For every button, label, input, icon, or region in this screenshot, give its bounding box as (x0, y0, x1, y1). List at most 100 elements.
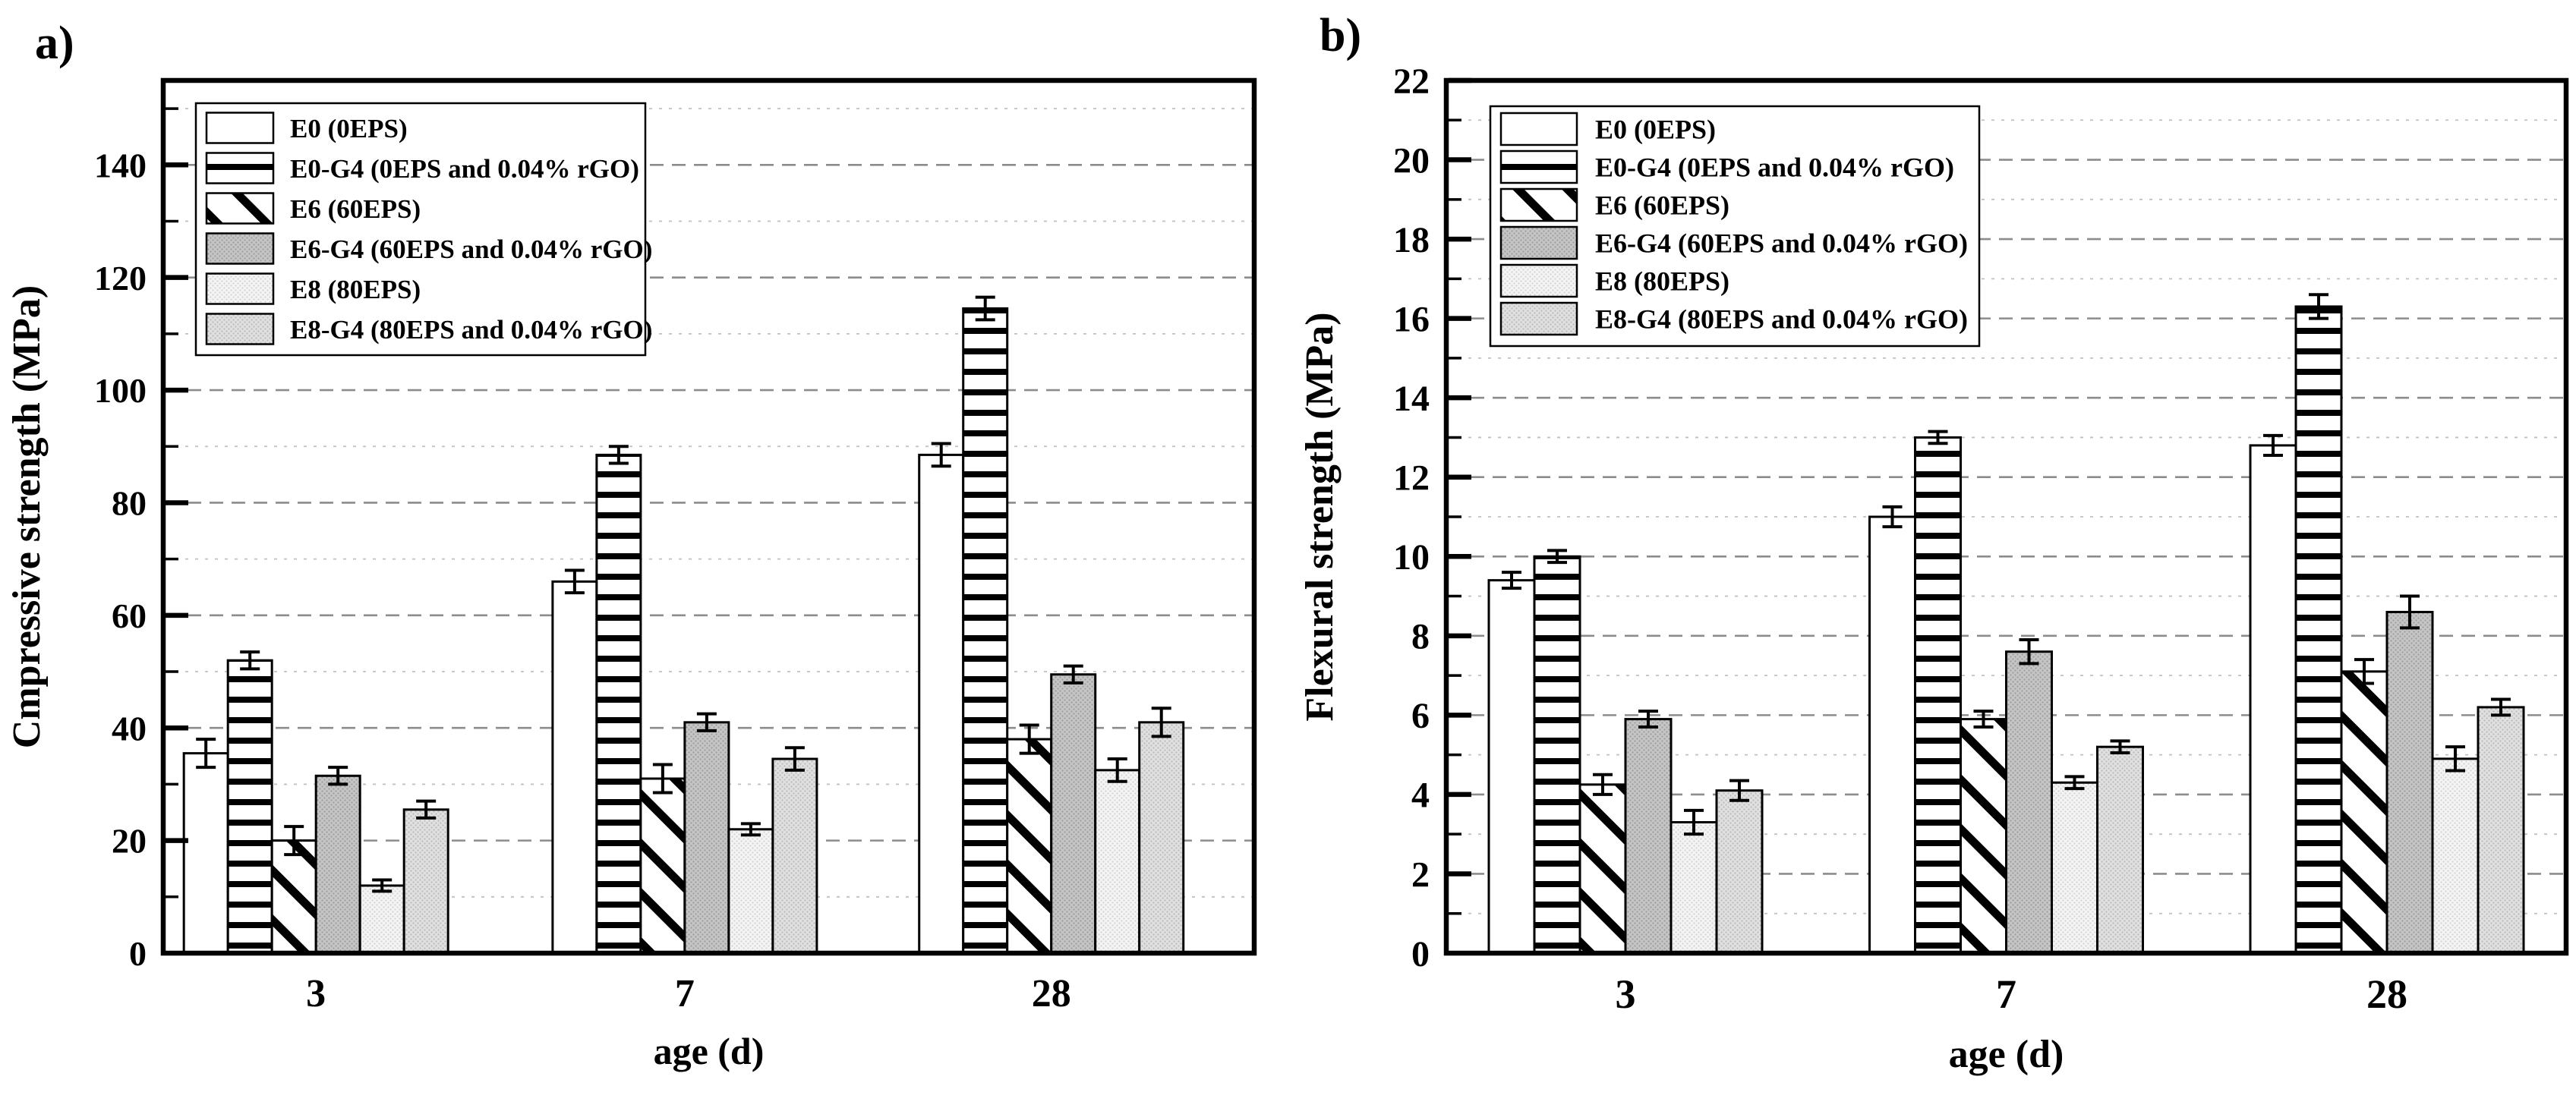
bars (1487, 305, 2525, 955)
legend-label: E8 (80EPS) (1595, 266, 1729, 297)
bar (962, 307, 1009, 955)
bar (1138, 721, 1185, 955)
bars (182, 307, 1185, 955)
legend-swatch (1499, 112, 1578, 146)
legend-swatch (1499, 301, 1578, 336)
category-label: 7 (1996, 971, 2016, 1017)
error-bars (1502, 293, 2511, 836)
y-axis-title: Flexural strength (MPa) (1298, 312, 1342, 721)
legend-label: E0 (0EPS) (290, 114, 408, 143)
bar (2294, 305, 2343, 955)
axis-frame (1443, 77, 2569, 956)
bar (358, 884, 405, 955)
bar (771, 757, 818, 955)
bar (314, 774, 361, 955)
y-ticks (166, 107, 188, 899)
category-label: 3 (1616, 971, 1636, 1017)
y-tick-label: 18 (1393, 220, 1430, 260)
y-tick-label: 12 (1393, 458, 1430, 499)
panel-b-letter: b) (1320, 10, 1362, 61)
bar (226, 659, 273, 955)
legend-swatch (205, 232, 275, 265)
bar (2249, 444, 2297, 955)
y-tick-label: 80 (112, 484, 147, 523)
error-bars (196, 295, 1171, 893)
y-tick-label: 140 (94, 146, 147, 184)
flexural-strength-chart: 3 7 28 0 2 4 6 8 10 12 14 16 18 20 22 age (d) Flexural s… (1298, 61, 2569, 1076)
y-tick-label: 8 (1411, 617, 1430, 657)
bar (2477, 706, 2525, 955)
legend-swatch (1499, 187, 1578, 222)
category-label: 28 (2366, 971, 2407, 1017)
legend-swatch (1499, 263, 1578, 298)
bar (2005, 650, 2053, 955)
legend-swatch (1499, 225, 1578, 260)
bar (1533, 555, 1581, 955)
y-tick-label: 0 (1411, 934, 1430, 974)
legend-swatch (205, 152, 275, 184)
legend: E0 (0EPS) E0-G4 (0EPS and 0.04% rGO) E6 (6… (194, 102, 652, 357)
bar (639, 777, 686, 955)
bar (270, 839, 317, 955)
y-axis-title: Cmpressive strength (MPa) (5, 285, 49, 748)
panel-a-letter: a) (35, 17, 74, 69)
bar (551, 580, 598, 955)
legend-label: E6-G4 (60EPS and 0.04% rGO) (290, 234, 652, 264)
x-axis-title: age (d) (654, 1030, 765, 1072)
bar (683, 721, 730, 955)
legend-swatch (205, 272, 275, 305)
bar (2051, 781, 2098, 955)
y-tick-label: 22 (1393, 61, 1430, 102)
bar (2385, 610, 2434, 955)
y-tick-label: 40 (112, 709, 147, 747)
bar (2096, 745, 2144, 955)
category-label: 28 (1032, 972, 1071, 1015)
legend: E0 (0EPS) E0-G4 (0EPS and 0.04% rGO) E6 (6… (1489, 105, 1981, 348)
legend-swatch (205, 192, 275, 225)
y-tick-label: 16 (1393, 299, 1430, 339)
legend-label: E8-G4 (80EPS and 0.04% rGO) (1595, 304, 1968, 335)
bar (918, 453, 965, 955)
bar (1487, 579, 1536, 955)
legend-label: E0-G4 (0EPS and 0.04% rGO) (1595, 153, 1954, 183)
bar (1914, 436, 1962, 955)
legend-swatch (205, 112, 275, 144)
axis-frame (160, 77, 1257, 956)
legend-label: E6 (60EPS) (1595, 190, 1729, 221)
legend-label: E6 (60EPS) (290, 194, 421, 224)
legend-label: E8-G4 (80EPS and 0.04% rGO) (290, 315, 652, 345)
y-tick-label: 6 (1411, 696, 1430, 736)
y-tick-label: 20 (112, 822, 147, 861)
bar (1670, 821, 1718, 955)
y-tick-label: 2 (1411, 854, 1430, 895)
bar (1006, 738, 1053, 955)
category-label: 3 (306, 972, 326, 1015)
legend-swatch (205, 313, 275, 345)
y-tick-label: 60 (112, 596, 147, 635)
y-tick-label: 4 (1411, 776, 1430, 816)
bar (1960, 718, 2007, 955)
legend-label: E8 (80EPS) (290, 275, 421, 304)
bar (1578, 783, 1627, 955)
compressive-strength-chart: 3 7 28 0 20 40 60 80 100 120 140 age (d) Cmpressive … (5, 77, 1257, 1072)
bar (402, 808, 449, 955)
bar (1050, 673, 1097, 955)
bar (2431, 757, 2480, 955)
legend-label: E0 (0EPS) (1595, 115, 1716, 145)
y-tick-label: 120 (94, 259, 147, 297)
legend-swatch (1499, 149, 1578, 184)
category-label: 7 (675, 972, 695, 1015)
y-tick-label: 20 (1393, 140, 1430, 181)
legend-label: E0-G4 (0EPS and 0.04% rGO) (290, 154, 639, 184)
bar (1715, 789, 1764, 955)
bar (182, 752, 229, 955)
legend-label: E6-G4 (60EPS and 0.04% rGO) (1595, 228, 1968, 259)
y-tick-label: 10 (1393, 537, 1430, 578)
y-ticks (1449, 77, 1471, 915)
bar (2340, 670, 2388, 955)
bar (595, 453, 642, 955)
bar (1624, 718, 1673, 955)
bar (727, 828, 774, 955)
y-tick-label: 14 (1393, 379, 1430, 419)
